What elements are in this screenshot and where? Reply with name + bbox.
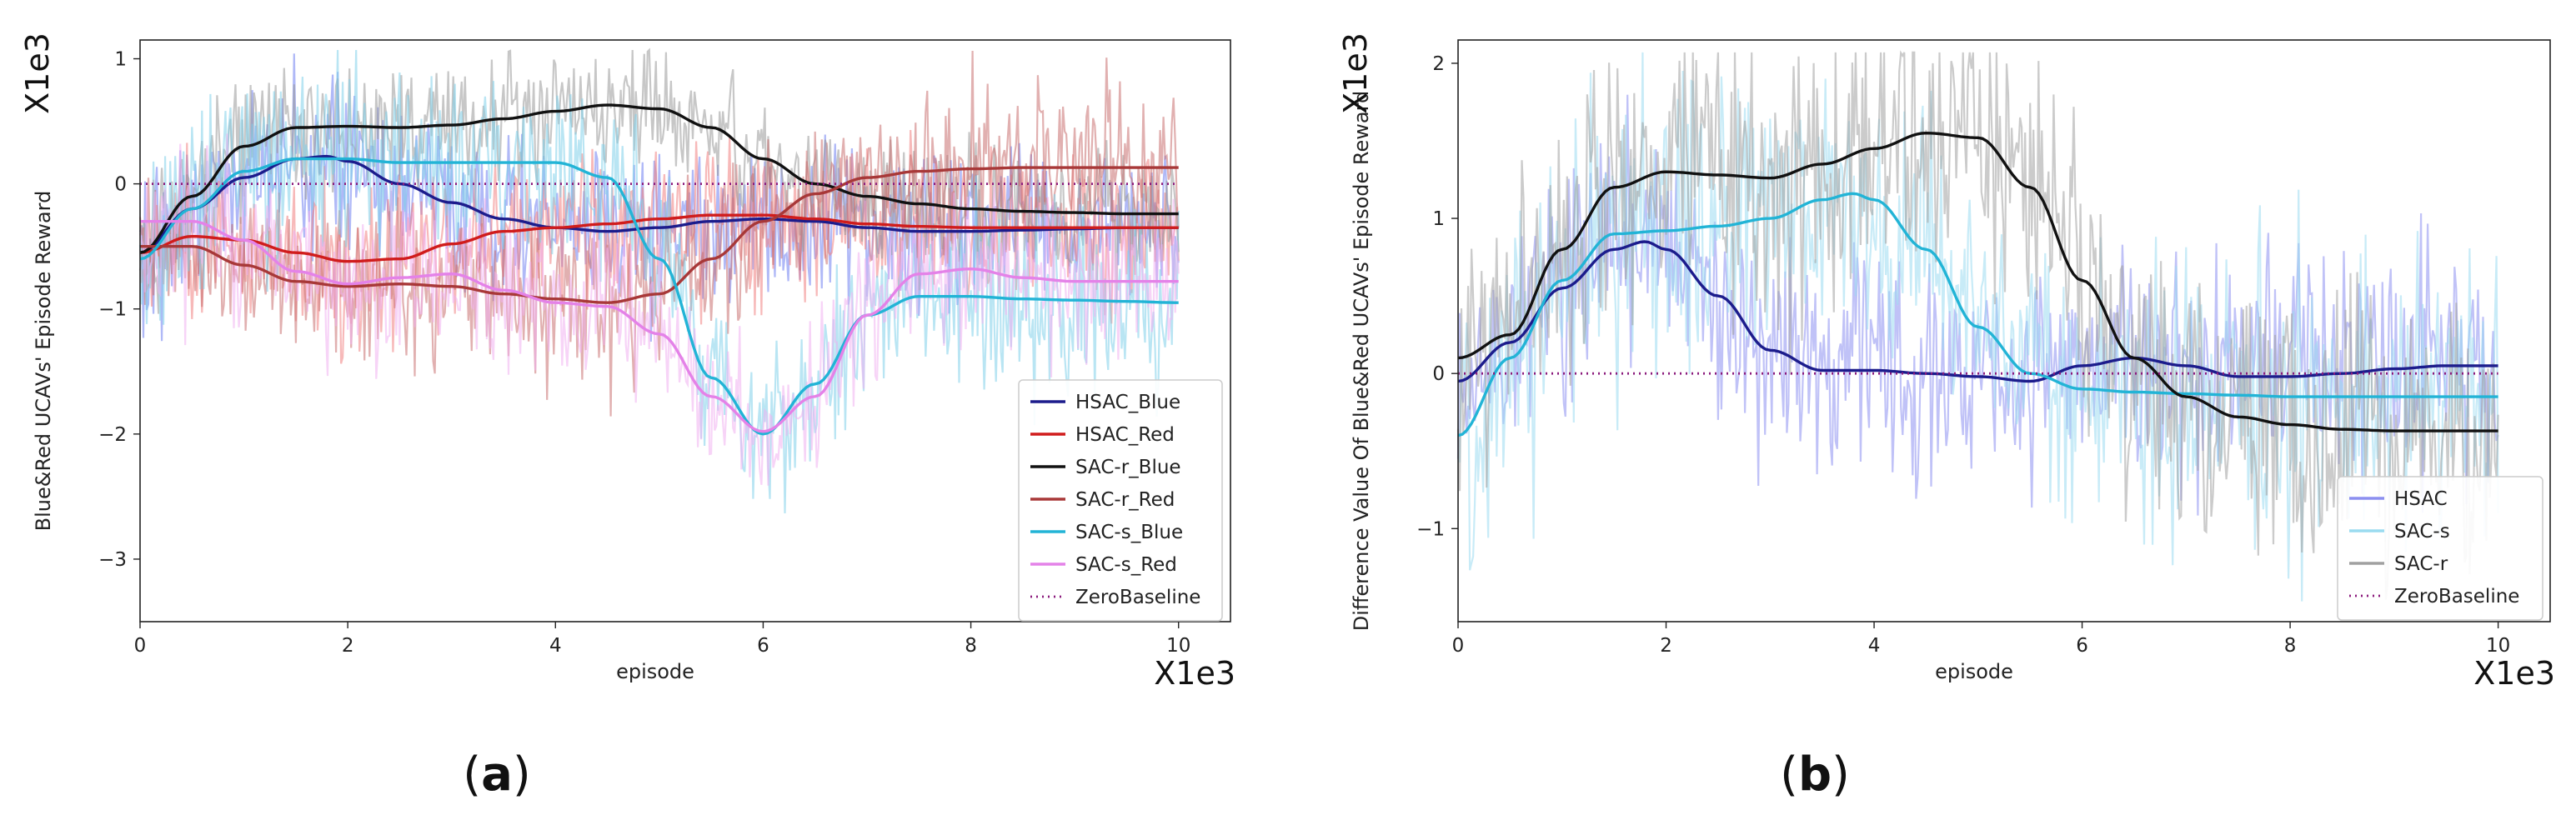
chart-a-ytick-label-0: 0 [114, 174, 127, 196]
chart-a-line-sac-r-blue [139, 103, 1179, 254]
chart-b-y-axis-label: Difference Value Of Blue&Red UCAVs' Epis… [1350, 91, 1373, 632]
chart-b-line-sac-s [1457, 192, 2498, 438]
chart-a-xtick-label-8: 8 [965, 635, 977, 657]
chart-a-line-sac-s-blue [139, 157, 1179, 436]
chart-b-y-multiplier: X1e3 [1337, 32, 1374, 114]
chart-a-ytick-label-2: −2 [98, 424, 127, 446]
chart-b-ytick-label-2: 2 [1432, 53, 1445, 75]
caption-a: (a) [463, 748, 531, 802]
chart-a-frame [139, 39, 1231, 622]
chart-a-raw-sac-s-red [138, 133, 1180, 486]
chart-b-ytick-label-1: −1 [1416, 518, 1445, 540]
chart-b-legend-label-sac-r: SAC-r [2394, 553, 2448, 575]
chart-a-ytick-label-1: −1 [98, 299, 127, 321]
chart-a-line-sac-r-red [140, 166, 1179, 304]
chart-a-y-axis-label: Blue&Red UCAVs' Episode Reward [32, 191, 55, 532]
chart-a-ytick-label-3: −3 [98, 549, 127, 571]
chart-a-legend-label-zerobaseline: ZeroBaseline [1075, 587, 1200, 608]
chart-a-legend-box [1018, 379, 1223, 622]
chart-b-xtick-label-10: 10 [2486, 635, 2510, 657]
chart-a-x-multiplier: X1e3 [1154, 655, 1235, 692]
chart-a-x-axis-label: episode [616, 660, 694, 683]
chart-b-x-axis-label: episode [1935, 660, 2013, 683]
chart-a-y-multiplier: X1e3 [19, 32, 56, 114]
chart-a-raw-sac-r-red [138, 50, 1180, 417]
chart-b-xtick-label-6: 6 [2076, 635, 2088, 657]
chart-a-legend-label-sac-r-blue: SAC-r_Blue [1075, 457, 1181, 478]
chart-b-ytick-label-0: 0 [1432, 363, 1445, 385]
chart-a-legend-label-hsac-red: HSAC_Red [1075, 424, 1175, 446]
chart-a-legend-label-sac-r-red: SAC-r_Red [1075, 489, 1175, 511]
chart-b-legend-label-hsac: HSAC [2394, 488, 2448, 510]
chart-a-xtick-label-2: 2 [342, 635, 354, 657]
chart-a-ytick-label-1: 1 [114, 49, 127, 71]
chart-b-xtick-label-8: 8 [2284, 635, 2297, 657]
chart-a-xtick-label-10: 10 [1166, 635, 1190, 657]
chart-b-line-hsac [1457, 240, 2498, 383]
chart-a-legend-label-sac-s-blue: SAC-s_Blue [1075, 522, 1183, 543]
chart-b-legend-box [2337, 476, 2543, 621]
chart-a-xtick-label-4: 4 [549, 635, 562, 657]
chart-b-xtick-label-4: 4 [1868, 635, 1881, 657]
chart-a-legend-label-sac-s-red: SAC-s_Red [1075, 554, 1177, 576]
chart-b-ytick-label-1: 1 [1432, 208, 1445, 230]
chart-b-line-sac-r [1457, 131, 2498, 432]
chart-b-xtick-label-0: 0 [1452, 635, 1465, 657]
chart-a-xtick-label-0: 0 [134, 635, 147, 657]
chart-a-line-hsac-blue [139, 154, 1179, 254]
chart-b-x-multiplier: X1e3 [2473, 655, 2555, 692]
chart-a-legend: HSAC_Blue HSAC_Red SAC-r_Blue SAC-r_Red SAC-… [1018, 379, 1223, 622]
chart-b-legend: HSAC SAC-s SAC-r ZeroBaseline [2337, 476, 2543, 621]
caption-b: (b) [1780, 748, 1850, 802]
chart-a-legend-label-hsac-blue: HSAC_Blue [1075, 392, 1180, 413]
chart-a-line-sac-s-red [140, 220, 1179, 433]
chart-b-xtick-label-2: 2 [1660, 635, 1672, 657]
chart-b-legend-label-sac-s: SAC-s [2394, 521, 2450, 542]
chart-a-line-hsac-red [139, 213, 1179, 263]
chart-b-frame [1457, 39, 2551, 622]
chart-b-raw-sac-r [1456, 50, 2499, 600]
chart-a-xtick-label-6: 6 [757, 635, 769, 657]
chart-b-legend-label-zerobaseline: ZeroBaseline [2394, 586, 2519, 608]
